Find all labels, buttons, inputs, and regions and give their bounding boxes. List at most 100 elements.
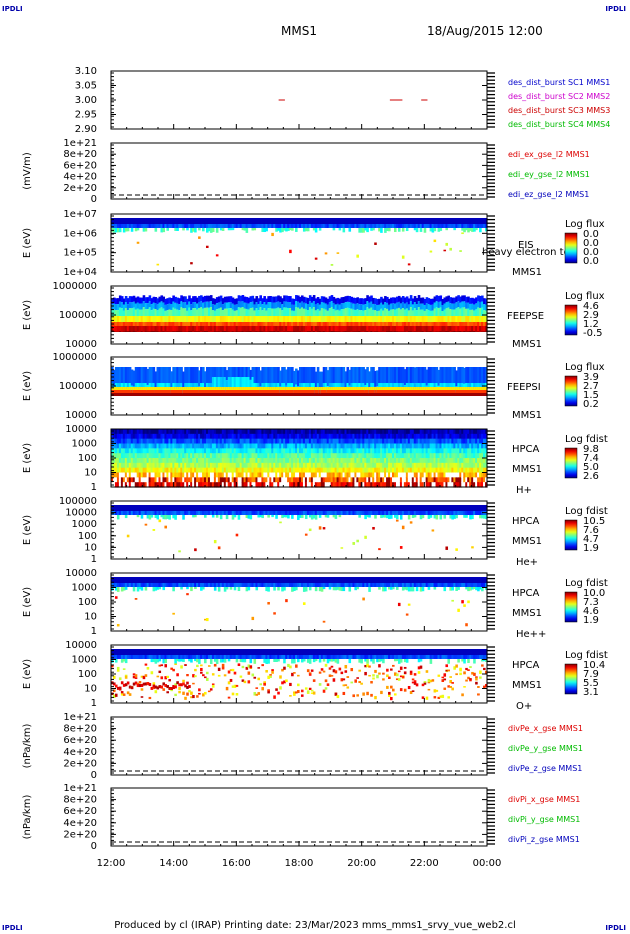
instrument-label: HPCA xyxy=(512,588,540,599)
legend-entry: edi_ez_gse_l2 MMS1 xyxy=(508,190,589,199)
panel-frame xyxy=(110,142,488,200)
panel-p9: 10000 1000 100 10 1 E (eV) HPCA MMS1 O+ Log fdist… xyxy=(22,640,608,712)
panel-p6: 10000 1000 100 10 1 E (eV) HPCA MMS1 H+ Log fdist… xyxy=(22,424,608,496)
colorbar-title: Log fdist xyxy=(565,506,608,517)
y-tick-label: 8e+20 xyxy=(63,149,97,160)
legend-entry: des_dist_burst SC3 MMS3 xyxy=(508,106,610,115)
colorbar xyxy=(564,447,578,479)
y-tick-label: 4e+20 xyxy=(63,747,97,758)
panel-frame xyxy=(110,70,488,130)
corner-label-top-left: IPDLI xyxy=(2,5,23,13)
instrument-label: MMS1 xyxy=(512,680,542,691)
colorbar-tick-label: 0.2 xyxy=(583,399,599,410)
y-tick-label: 10000 xyxy=(65,424,97,435)
x-tick-label-4: 20:00 xyxy=(347,858,376,869)
colorbar-tick-label: 5.0 xyxy=(583,462,599,473)
instrument-label: He+ xyxy=(516,557,538,568)
colorbar-tick-label: 0.0 xyxy=(583,229,599,240)
y-tick-label: 4e+20 xyxy=(63,818,97,829)
mission-title: MMS1 xyxy=(281,24,317,38)
y-tick-label: 100 xyxy=(78,669,97,680)
colorbar-tick-label: 2.9 xyxy=(583,310,599,321)
y-axis-label: E (eV) xyxy=(22,443,33,473)
y-tick-label: 6e+20 xyxy=(63,160,97,171)
colorbar xyxy=(564,663,578,695)
y-tick-label: 100000 xyxy=(59,496,97,507)
panel-p1: 3.10 3.05 3.00 2.95 2.90 des_dist_burst SC1 M… xyxy=(75,66,611,135)
legend-entry: des_dist_burst SC4 MMS4 xyxy=(508,120,610,129)
colorbar-tick-label: 1.9 xyxy=(583,615,599,626)
y-tick-label: 10 xyxy=(84,542,97,553)
y-tick-label: 10000 xyxy=(65,640,97,651)
colorbar-tick-label: 7.4 xyxy=(583,453,599,464)
y-tick-label: 10000 xyxy=(65,339,97,350)
colorbar-tick-label: 1.2 xyxy=(583,319,599,330)
instrument-label: HPCA xyxy=(512,444,540,455)
y-tick-label: 1 xyxy=(91,554,97,565)
y-tick-label: 3.00 xyxy=(75,95,97,106)
y-tick-label: 1e+06 xyxy=(63,228,97,239)
colorbar-title: Log flux xyxy=(565,362,605,373)
legend-entry: divPi_y_gse MMS1 xyxy=(508,815,580,824)
y-tick-label: 10000 xyxy=(65,410,97,421)
y-tick-label: 1 xyxy=(91,482,97,493)
y-tick-label: 8e+20 xyxy=(63,795,97,806)
y-tick-label: 3.10 xyxy=(75,66,97,77)
x-tick-label-3: 18:00 xyxy=(285,858,314,869)
y-tick-label: 10 xyxy=(84,612,97,623)
colorbar-tick-label: 4.6 xyxy=(583,301,599,312)
y-tick-label: 2e+20 xyxy=(63,829,97,840)
colorbar-tick-label: 4.7 xyxy=(583,534,599,545)
colorbar-title: Log flux xyxy=(565,291,605,302)
colorbar-tick-label: 1.5 xyxy=(583,390,599,401)
y-tick-label: 1000 xyxy=(72,519,97,530)
colorbar-title: Log fdist xyxy=(565,650,608,661)
colorbar-tick-label: 7.9 xyxy=(583,669,599,680)
y-tick-label: 1e+21 xyxy=(63,138,97,149)
instrument-label: HPCA xyxy=(512,660,540,671)
y-tick-label: 1e+07 xyxy=(63,209,97,220)
y-tick-label: 100000 xyxy=(59,310,97,321)
colorbar-tick-label: 1.9 xyxy=(583,543,599,554)
y-tick-label: 1e+04 xyxy=(63,267,97,278)
y-axis-label: E (eV) xyxy=(22,515,33,545)
y-axis-label: E (eV) xyxy=(22,300,33,330)
colorbar-tick-label: 7.6 xyxy=(583,525,599,536)
legend-entry: divPe_x_gse MMS1 xyxy=(508,724,583,733)
instrument-label: MMS1 xyxy=(512,339,542,350)
y-tick-label: 1e+05 xyxy=(63,248,97,259)
legend-entry: divPi_x_gse MMS1 xyxy=(508,795,580,804)
y-tick-label: 1 xyxy=(91,698,97,709)
y-axis-label: (nPa/km) xyxy=(22,724,33,769)
y-tick-label: 10000 xyxy=(65,508,97,519)
colorbar-tick-label: 10.5 xyxy=(583,516,605,527)
legend-entry: divPe_z_gse MMS1 xyxy=(508,764,582,773)
corner-label-bottom-right: IPDLI xyxy=(605,924,626,932)
corner-label-top-right: IPDLI xyxy=(605,5,626,13)
corner-label-bottom-left: IPDLI xyxy=(2,924,23,932)
colorbar-tick-label: 0.0 xyxy=(583,256,599,267)
y-tick-label: 10000 xyxy=(65,568,97,579)
instrument-label: O+ xyxy=(516,701,532,712)
y-tick-label: 2.95 xyxy=(75,110,97,121)
colorbar-title: Log flux xyxy=(565,219,605,230)
x-tick-label-6: 00:00 xyxy=(473,858,502,869)
instrument-label: MMS1 xyxy=(512,536,542,547)
legend-entry: edi_ey_gse_l2 MMS1 xyxy=(508,170,590,179)
y-axis-label: E (eV) xyxy=(22,371,33,401)
y-tick-label: 0 xyxy=(91,841,97,852)
colorbar-tick-label: -0.5 xyxy=(583,328,603,339)
instrument-label: MMS1 xyxy=(512,464,542,475)
stacked-time-series-chart: 12:00 14:00 16:00 18:00 20:00 22:00 00:003.103… xyxy=(22,66,611,869)
colorbar-title: Log fdist xyxy=(565,578,608,589)
y-tick-label: 1 xyxy=(91,626,97,637)
colorbar-tick-label: 3.9 xyxy=(583,372,599,383)
colorbar-title: Log fdist xyxy=(565,434,608,445)
y-tick-label: 100 xyxy=(78,531,97,542)
y-axis-label: E (eV) xyxy=(22,587,33,617)
y-tick-label: 0 xyxy=(91,194,97,205)
panel-frame xyxy=(110,716,488,776)
y-tick-label: 1000 xyxy=(72,439,97,450)
